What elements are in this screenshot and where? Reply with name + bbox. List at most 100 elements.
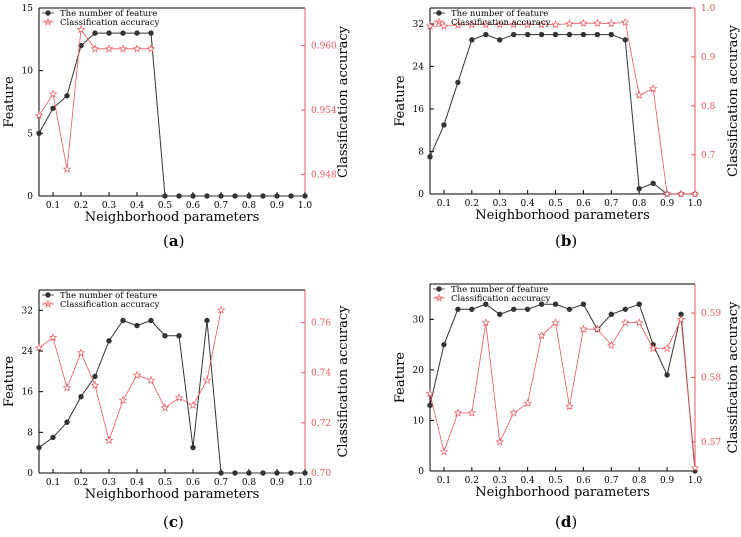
right-tick-label: 0.960: [311, 42, 337, 52]
x-tick-label: 0.5: [158, 201, 173, 211]
accuracy-point: [648, 343, 658, 353]
feature-point: [190, 444, 196, 451]
feature-point: [190, 193, 196, 199]
feature-point: [636, 301, 642, 307]
right-tick-label: 0.76: [311, 319, 331, 329]
panel-label-d: (d): [555, 513, 578, 531]
feature-point: [302, 193, 308, 199]
accuracy-point: [620, 318, 630, 327]
accuracy-point: [690, 189, 700, 198]
x-axis-label: Neighborhood parameters: [85, 210, 260, 225]
accuracy-point: [202, 375, 212, 384]
accuracy-point: [62, 164, 72, 173]
left-tick-label: 0: [418, 190, 424, 200]
accuracy-point: [690, 463, 700, 472]
x-tick-label: 0.2: [465, 476, 479, 486]
right-tick-label: 0.72: [311, 419, 331, 429]
accuracy-point: [104, 435, 114, 445]
x-tick-label: 0.7: [214, 201, 229, 211]
feature-point: [538, 301, 545, 307]
feature-point: [510, 31, 517, 38]
accuracy-point: [453, 408, 463, 417]
x-tick-label: 0.5: [158, 478, 173, 488]
accuracy-point: [62, 383, 72, 392]
right-tick-label: 0.9: [701, 53, 716, 63]
accuracy-point: [439, 447, 449, 456]
x-tick-label: 0.9: [660, 476, 675, 486]
x-tick-label: 0.1: [437, 199, 451, 209]
left-tick-label: 8: [27, 428, 33, 438]
feature-point: [246, 470, 252, 476]
feature-point: [148, 30, 154, 36]
accuracy-point: [467, 20, 477, 29]
feature-point: [246, 193, 252, 199]
accuracy-point: [425, 21, 435, 30]
feature-point: [204, 317, 210, 324]
right-axis-label: Classification accuracy: [726, 301, 741, 454]
right-tick-label: 0.8: [701, 102, 716, 112]
x-tick-label: 0.4: [520, 476, 535, 486]
accuracy-point: [579, 324, 588, 333]
x-tick-label: 0.6: [576, 476, 591, 486]
accuracy-point: [565, 401, 574, 411]
feature-point: [36, 444, 42, 451]
accuracy-point: [76, 348, 86, 357]
feature-point: [50, 105, 56, 111]
feature-line: [429, 34, 695, 195]
feature-point: [469, 306, 475, 312]
feature-point: [218, 193, 224, 199]
feature-point: [120, 317, 126, 324]
feature-point: [524, 31, 531, 38]
x-tick-label: 1.0: [298, 478, 313, 488]
feature-point: [427, 154, 433, 160]
accuracy-point: [132, 370, 142, 379]
left-tick-label: 5: [27, 129, 33, 139]
feature-point: [274, 470, 280, 476]
x-tick-label: 1.0: [298, 201, 313, 211]
x-tick-label: 0.9: [660, 199, 675, 209]
feature-point: [580, 301, 587, 307]
accuracy-point: [523, 20, 533, 29]
right-tick-label: 0.948: [311, 171, 337, 181]
feature-point: [134, 30, 140, 36]
legend-label-accuracy: Classification accuracy: [60, 300, 160, 310]
chart-panel-d: 0.1 0.2 0.3 0.4 0.5 0.6 0.7 0.8 0.9 1.0 0 10 20 30 0.5…: [393, 283, 741, 500]
accuracy-point: [48, 333, 58, 342]
left-tick-label: 15: [22, 4, 34, 14]
feature-point: [622, 37, 628, 43]
accuracy-point: [90, 380, 100, 389]
accuracy-point: [439, 21, 449, 30]
accuracy-point: [592, 18, 602, 27]
x-tick-label: 0.8: [632, 476, 647, 486]
accuracy-point: [34, 110, 44, 120]
accuracy-point: [676, 189, 686, 198]
feature-point: [232, 470, 238, 476]
feature-point: [260, 193, 266, 199]
feature-point: [288, 193, 294, 199]
accuracy-point: [620, 17, 630, 26]
accuracy-point: [592, 324, 602, 333]
x-axis-label: Neighborhood parameters: [475, 208, 650, 223]
left-tick-label: 30: [413, 315, 425, 325]
feature-point: [483, 301, 489, 307]
left-axis-label: Feature: [2, 356, 17, 408]
feature-point: [106, 338, 112, 344]
x-tick-label: 0.8: [242, 201, 257, 211]
left-tick-label: 24: [413, 62, 425, 72]
x-tick-label: 0.6: [576, 199, 591, 209]
accuracy-point: [495, 20, 505, 29]
x-tick-label: 0.6: [186, 201, 201, 211]
feature-point: [608, 311, 615, 318]
x-tick-label: 0.1: [46, 478, 60, 488]
feature-point: [36, 130, 42, 137]
feature-point: [580, 31, 587, 38]
accuracy-point: [523, 398, 533, 408]
right-axis-label: Classification accuracy: [336, 305, 351, 458]
legend-label-accuracy: Classification accuracy: [451, 294, 551, 304]
left-tick-label: 0: [418, 467, 424, 477]
accuracy-point: [537, 20, 546, 29]
x-tick-label: 0.7: [214, 478, 229, 488]
feature-point: [92, 373, 98, 380]
accuracy-point: [76, 24, 86, 34]
accuracy-point: [579, 18, 588, 27]
